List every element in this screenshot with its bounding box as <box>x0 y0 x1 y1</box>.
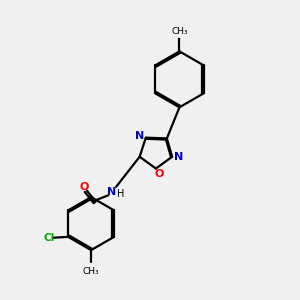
Text: H: H <box>117 189 124 199</box>
Text: O: O <box>154 169 164 179</box>
Text: N: N <box>174 152 183 162</box>
Text: N: N <box>135 131 145 141</box>
Text: CH₃: CH₃ <box>83 267 99 276</box>
Text: CH₃: CH₃ <box>171 27 188 36</box>
Text: N: N <box>106 187 116 197</box>
Text: Cl: Cl <box>44 233 55 243</box>
Text: O: O <box>80 182 89 192</box>
